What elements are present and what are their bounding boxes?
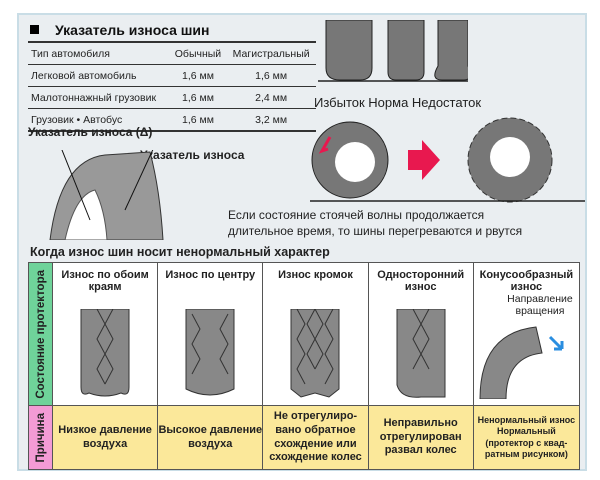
indicator-label: Указатель износа: [140, 148, 245, 162]
section-title: Указатель износа шин: [30, 22, 210, 38]
title-text: Указатель износа шин: [55, 22, 210, 38]
indicator-delta-label: Указатель износа (Δ): [28, 125, 153, 139]
wear-label: Износ по центру: [165, 269, 256, 281]
row-label-text: Причина: [34, 412, 47, 463]
cell: 2,4 мм: [226, 86, 316, 109]
wear-cell: Конусообразный износ Направление вращени…: [473, 263, 579, 406]
pressure-tire-profiles: [318, 20, 468, 82]
tread-feathered-icon: [479, 326, 564, 399]
cause-cell: Неправильно отрегулирован развал колес: [368, 406, 474, 469]
pressure-labels: Избыток Норма Недостаток: [314, 95, 482, 110]
cell: Грузовик • Автобус: [28, 108, 170, 132]
tread-shoulder-icon: [290, 309, 340, 398]
rotation-direction-label: Направление вращения: [507, 293, 573, 317]
tire-illustration: [49, 150, 164, 240]
row-label-tread: Состояние протектора: [29, 263, 53, 406]
row-label-cause: Причина: [29, 406, 53, 469]
cell: Малотоннажный грузовик: [28, 86, 170, 109]
table-row: Легковой автомобиль 1,6 мм 1,6 мм: [28, 64, 316, 87]
table-row: Грузовик • Автобус 1,6 мм 3,2 мм: [28, 108, 316, 132]
tread-center-icon: [185, 309, 235, 396]
cell: 1,6 мм: [169, 86, 227, 109]
abnormal-wear-table: Состояние протектора Износ по обоим края…: [28, 262, 580, 470]
header: Обычный: [169, 41, 227, 65]
tread-both-edges-icon: [80, 309, 130, 397]
cause-cell: Высокое давление воздуха: [158, 406, 264, 469]
cell: Легковой автомобиль: [28, 64, 170, 87]
wave-note: Если состояние стоячей волны продолжаетс…: [228, 208, 485, 222]
cell: 1,6 мм: [169, 64, 227, 87]
cause-cell: Не отрегулиро-вано обратное схождение ил…: [263, 406, 369, 469]
cell: 1,6 мм: [226, 64, 316, 87]
wear-cell: Износ кромок: [263, 263, 369, 406]
row-label-text: Состояние протектора: [34, 269, 47, 399]
cause-cell: Ненормальный износ Нормальный (протектор…: [473, 406, 579, 469]
cause-cell: Низкое давление воздуха: [53, 406, 159, 469]
wear-label: Конусообразный износ: [479, 269, 574, 293]
wear-cell: Односторонний износ: [368, 263, 474, 406]
wear-indicator-table: Тип автомобиля Обычный Магистральный Легко…: [28, 41, 316, 132]
wave-note: длительное время, то шины перегреваются …: [228, 224, 523, 238]
wear-cell: Износ по обоим краям: [53, 263, 159, 406]
wear-label: Износ по обоим краям: [61, 269, 149, 293]
tread-one-side-icon: [396, 309, 446, 398]
header: Тип автомобиля: [28, 41, 170, 65]
wear-label: Износ кромок: [278, 269, 353, 281]
abnormal-wear-title: Когда износ шин носит ненормальный харак…: [30, 245, 330, 259]
wear-cell: Износ по центру: [158, 263, 264, 406]
cell: 1,6 мм: [169, 108, 227, 132]
cell: 3,2 мм: [226, 108, 316, 132]
table-row: Малотоннажный грузовик 1,6 мм 2,4 мм: [28, 86, 316, 109]
header: Магистральный: [226, 41, 316, 65]
standing-wave-illustration: [310, 117, 585, 203]
wear-label: Односторонний износ: [377, 269, 465, 293]
table-header: Тип автомобиля Обычный Магистральный: [28, 41, 316, 65]
